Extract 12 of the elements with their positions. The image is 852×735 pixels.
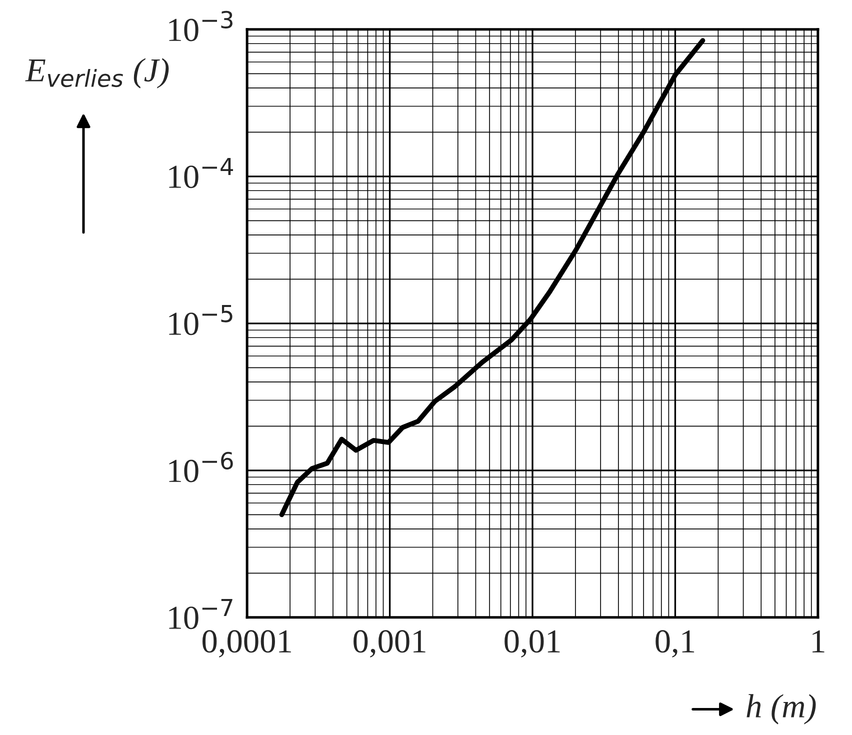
y-tick-label: 10$^{−6}$ <box>169 452 233 482</box>
y-axis-title: E$_{verlies}$ (J) <box>25 58 169 88</box>
y-tick-label: 10$^{−4}$ <box>169 158 234 188</box>
y-tick-label: 10$^{−7}$ <box>169 599 232 630</box>
x-tick-label: 0,01 <box>504 630 560 658</box>
x-tick-label: 0,1 <box>656 630 694 658</box>
y-tick-label: 10$^{−3}$ <box>169 10 232 42</box>
x-axis-title: h (m) <box>746 694 816 724</box>
y-tick-label: 10$^{−5}$ <box>169 305 232 336</box>
x-tick-label: 0,001 <box>354 630 426 658</box>
x-tick-label: 1 <box>812 630 824 652</box>
x-tick-label: 0,0001 <box>202 630 291 658</box>
